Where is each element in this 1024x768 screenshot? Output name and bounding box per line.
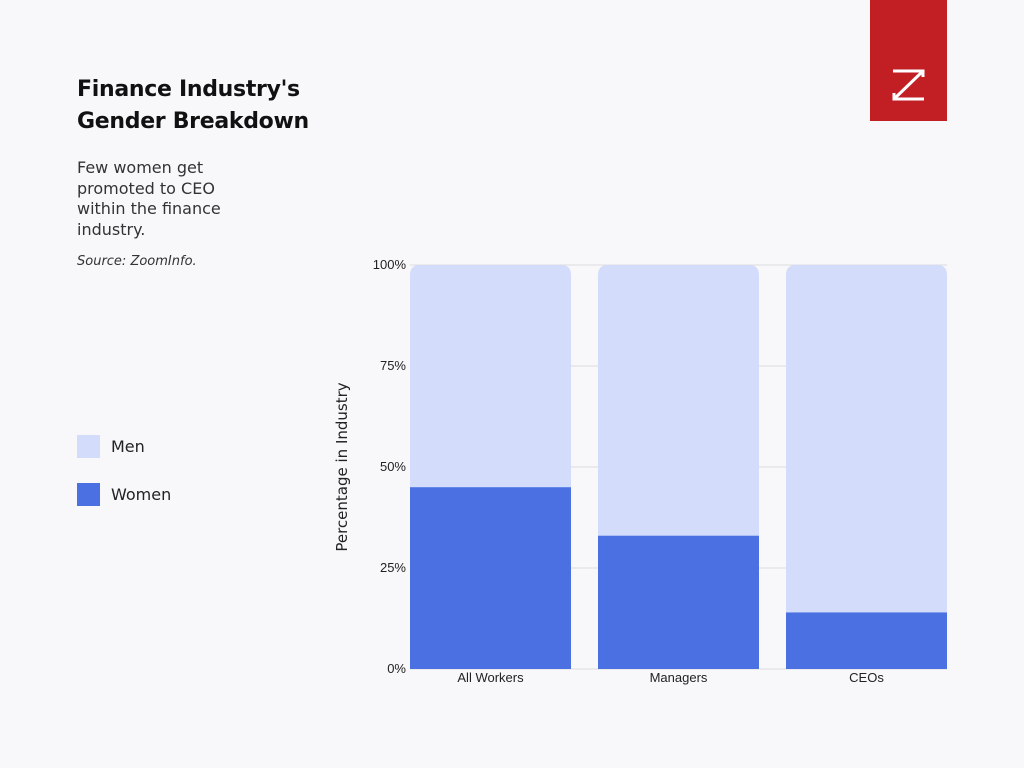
zoominfo-z-logo-icon [892,69,925,101]
bar-women-all-workers [410,487,571,669]
legend-label-women: Women [111,484,172,504]
chart-subtitle: Few women get promoted to CEO within the… [77,158,221,239]
legend-label-men: Men [111,436,145,456]
y-tick-label: 50% [380,459,406,474]
legend-swatch-women [77,482,100,506]
chart-source: Source: ZoomInfo. [77,254,197,269]
bar-men-managers [598,265,759,536]
y-tick-label: 100% [373,257,407,272]
legend-swatch-men [77,434,100,458]
bar-men-all-workers [410,265,571,488]
y-tick-label: 25% [380,560,406,575]
legend-item-men: Men [77,434,145,458]
x-tick-label: Managers [650,670,708,685]
brand-logo [870,0,947,121]
bar-women-ceos [786,612,947,669]
x-tick-label: CEOs [849,670,884,685]
chart-title: Finance Industry's Gender Breakdown [77,77,309,134]
y-tick-label: 75% [380,358,406,373]
bar-men-ceos [786,265,947,613]
legend-item-women: Women [77,482,171,506]
y-axis-label: Percentage in Industry [333,382,351,551]
y-tick-label: 0% [387,661,406,676]
x-tick-label: All Workers [457,670,524,685]
bar-women-managers [598,535,759,669]
